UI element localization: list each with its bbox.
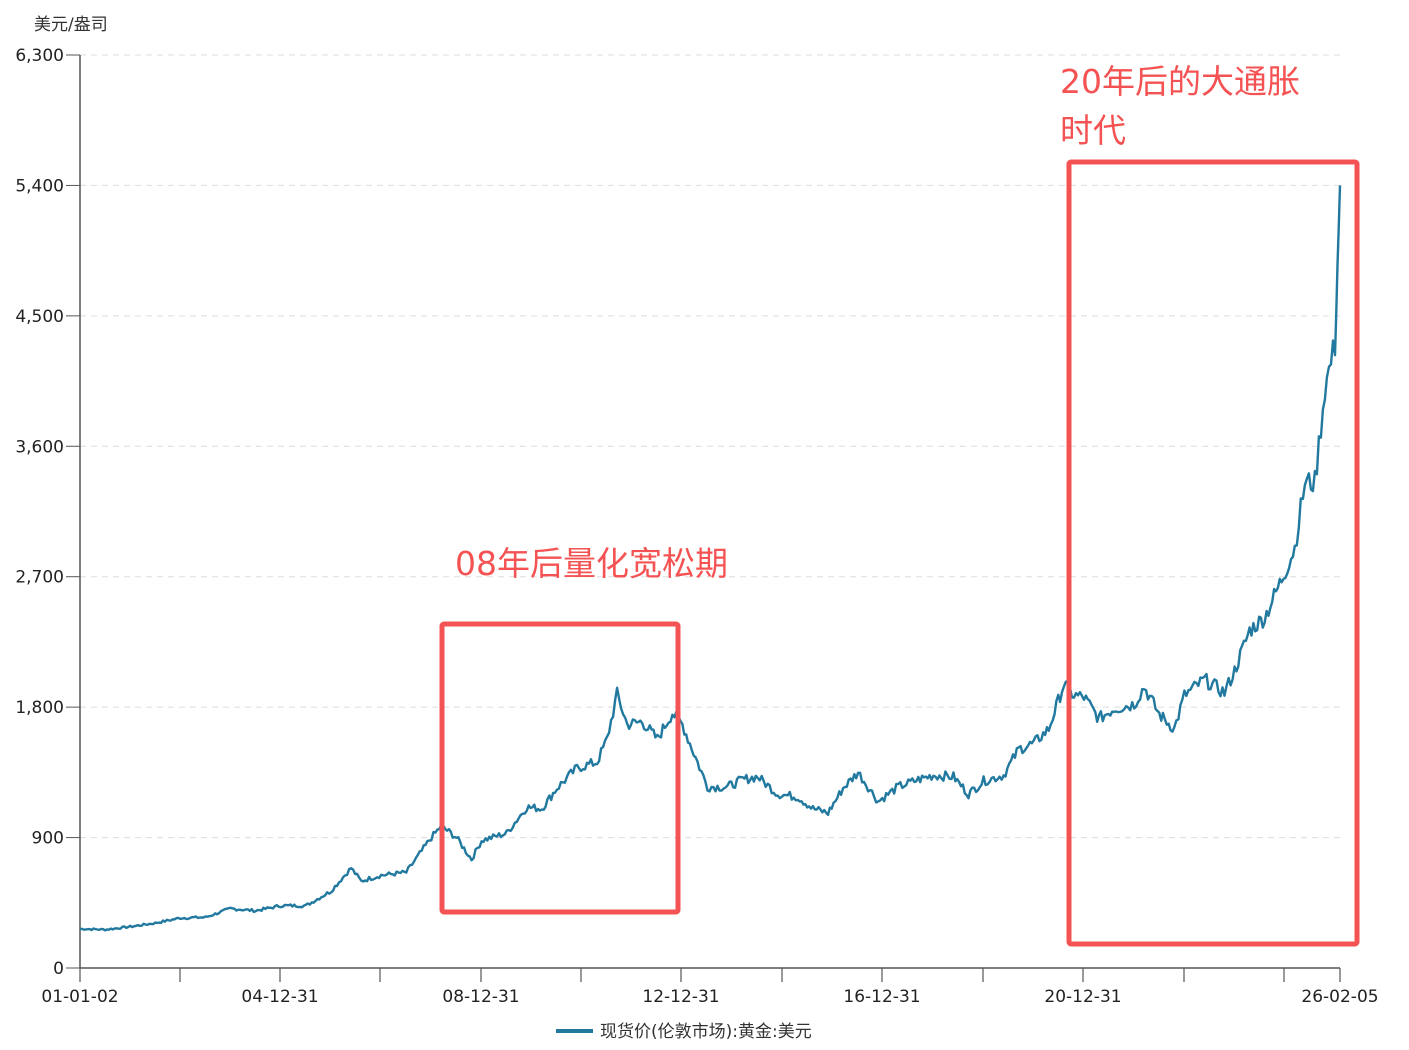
x-tick-label: 04-12-31 bbox=[241, 987, 318, 1007]
x-tick-label: 08-12-31 bbox=[442, 987, 519, 1007]
x-tick-label: 16-12-31 bbox=[843, 987, 920, 1007]
x-axis: 01-01-02 04-12-31 08-12-31 12-12-31 16-12-31… bbox=[41, 967, 1379, 1007]
inflation-era-annotation-line2: 时代 bbox=[1060, 111, 1126, 150]
y-tick-label: 900 bbox=[32, 829, 64, 849]
x-tick-label: 26-02-05 bbox=[1301, 987, 1378, 1007]
inflation-era-annotation-line1: 20年后的大通胀 bbox=[1060, 62, 1300, 101]
y-axis-unit-label: 美元/盎司 bbox=[34, 15, 108, 35]
gold-price-line bbox=[79, 185, 1342, 932]
y-tick-label: 2,700 bbox=[15, 568, 64, 588]
qe-period-annotation: 08年后量化宽松期 bbox=[455, 544, 728, 583]
y-tick-label: 1,800 bbox=[15, 698, 64, 718]
qe-period-box bbox=[439, 621, 681, 915]
y-tick-label: 4,500 bbox=[15, 307, 64, 327]
legend-label: 现货价(伦敦市场):黄金:美元 bbox=[600, 1022, 812, 1042]
inflation-era-box bbox=[1066, 159, 1360, 947]
y-tick-label: 6,300 bbox=[15, 46, 64, 66]
y-tick-label: 3,600 bbox=[15, 437, 64, 457]
x-tick-label: 20-12-31 bbox=[1044, 987, 1121, 1007]
legend[interactable]: 现货价(伦敦市场):黄金:美元 bbox=[556, 1022, 812, 1042]
y-tick-label: 0 bbox=[53, 959, 64, 979]
y-tick-label: 5,400 bbox=[15, 176, 64, 196]
x-tick-label: 01-01-02 bbox=[41, 987, 118, 1007]
gridlines bbox=[80, 54, 1340, 839]
x-tick-label: 12-12-31 bbox=[642, 987, 719, 1007]
y-axis: 0 900 1,800 2,700 3,600 4,500 5,400 6,300 bbox=[15, 46, 81, 979]
